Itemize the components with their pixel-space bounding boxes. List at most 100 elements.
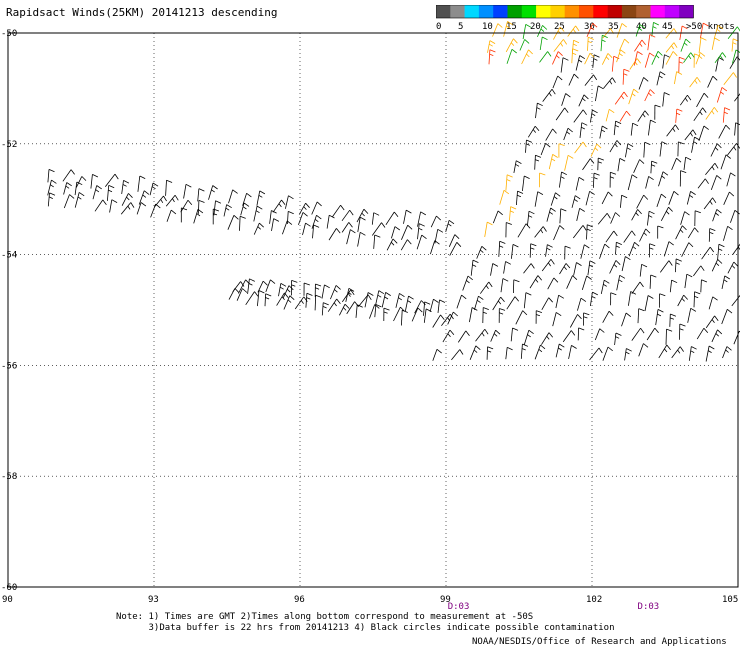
wind-barb-icon: [614, 332, 622, 346]
wind-barb-icon: [520, 343, 529, 359]
wind-barb-icon: [644, 89, 655, 102]
wind-barb-icon: [74, 192, 85, 208]
wind-barb-icon: [276, 292, 289, 306]
wind-barb-icon: [462, 275, 473, 291]
longitude-label: 99: [440, 595, 451, 605]
wind-barb-icon: [227, 215, 239, 230]
wind-barb-icon: [355, 304, 363, 318]
wind-barb-icon: [498, 308, 506, 323]
wind-barb-icon: [242, 192, 252, 206]
wind-barb-icon: [721, 275, 731, 289]
latitude-label: -58: [1, 472, 17, 482]
map-frame: [7, 32, 739, 588]
wind-barb-icon: [579, 122, 588, 138]
wind-barb-icon: [539, 36, 548, 51]
wind-barb-icon: [711, 37, 720, 50]
wind-barb-icon: [561, 93, 571, 106]
wind-barb-icon: [302, 222, 311, 236]
colorbar-outline: [436, 5, 694, 19]
notes: Note: 1) Times are GMT 2)Times along bot…: [116, 612, 615, 634]
colorbar-label: 45: [662, 22, 673, 31]
wind-barb-icon: [701, 246, 715, 260]
wind-barb-icon: [639, 263, 648, 277]
wind-barb-icon: [705, 315, 719, 329]
wind-barb-icon: [486, 346, 494, 360]
colorbar-label: 10: [482, 22, 493, 31]
wind-barb-icon: [659, 141, 668, 157]
colorbar-label: 0: [436, 22, 441, 31]
wind-barb-icon: [490, 329, 501, 342]
wind-barb-icon: [282, 285, 294, 299]
wind-barb-icon: [610, 212, 621, 224]
wind-barb-icon: [733, 330, 740, 345]
wind-barb-icon: [357, 294, 372, 308]
wind-barb-icon: [423, 301, 431, 316]
wind-barb-icon: [527, 125, 540, 138]
wind-barb-icon: [708, 296, 718, 310]
wind-barb-icon: [356, 208, 369, 223]
wind-barb-icon: [708, 228, 716, 242]
wind-barb-icon: [620, 194, 628, 208]
wind-barb-icon: [600, 279, 610, 294]
wind-map[interactable]: 90 93 96 99 102 105-50-52-54-56-58-60D:03 D:03: [0, 0, 740, 610]
colorbar-segment: [679, 5, 694, 18]
wind-barb-icon: [469, 345, 481, 360]
latitude-label: -56: [1, 361, 17, 371]
wind-barb-icon: [247, 278, 255, 294]
wind-barb-icon: [555, 343, 565, 358]
wind-barb-icon: [339, 303, 350, 316]
latitude-label: -60: [1, 583, 17, 593]
wind-barb-icon: [659, 293, 666, 308]
wind-barb-icon: [622, 68, 630, 85]
wind-barb-icon: [687, 227, 699, 239]
wind-barb-icon: [213, 200, 222, 216]
wind-barb-icon: [675, 108, 683, 123]
wind-barb-icon: [197, 188, 205, 202]
wind-barb-icon: [734, 93, 740, 102]
wind-barb-icon: [269, 210, 277, 224]
wind-barb-icon: [659, 260, 673, 273]
wind-barb-icon: [680, 38, 691, 52]
wind-barb-icon: [285, 195, 294, 209]
wind-barb-icon: [228, 288, 240, 300]
wind-barb-icon: [649, 243, 656, 258]
wind-barb-icon: [697, 178, 709, 189]
wind-barb-icon: [573, 109, 587, 123]
wind-barb-icon: [605, 108, 615, 122]
wind-barb-icon: [587, 36, 594, 51]
wind-barb-icon: [405, 295, 414, 312]
wind-barb-icon: [644, 295, 654, 312]
wind-barb-icon: [47, 179, 57, 196]
colorbar-segment: [536, 5, 551, 18]
pass-time-label: D:03: [638, 602, 660, 610]
wind-barb-icon: [730, 209, 740, 223]
wind-barb-icon: [429, 298, 439, 312]
wind-barb-icon: [283, 295, 295, 310]
wind-barb-icon: [555, 294, 565, 309]
wind-barb-icon: [631, 281, 644, 295]
wind-barb-icon: [457, 330, 470, 343]
wind-barb-icon: [578, 94, 589, 107]
wind-barb-icon: [456, 294, 467, 309]
colorbar-segment: [564, 5, 580, 18]
colorbar-segment: [579, 5, 594, 18]
wind-barb-icon: [403, 209, 412, 224]
wind-barb-icon: [611, 55, 620, 72]
wind-barb-icon: [716, 87, 728, 103]
wind-barb-icon: [341, 289, 355, 303]
wind-barb-icon: [698, 37, 707, 53]
wind-barb-icon: [535, 310, 543, 324]
wind-barb-icon: [552, 51, 563, 65]
wind-barb-icon: [373, 234, 381, 249]
wind-barb-icon: [650, 160, 658, 174]
wind-barb-icon: [448, 234, 460, 247]
wind-barb-icon: [550, 192, 561, 206]
wind-barb-icon: [603, 77, 616, 89]
wind-barb-icon: [265, 279, 276, 293]
wind-barb-icon: [492, 296, 505, 311]
wind-barb-icon: [656, 71, 666, 86]
wind-barb-icon: [208, 185, 218, 200]
wind-barb-icon: [121, 180, 130, 195]
wind-barb-icon: [679, 323, 686, 340]
wind-barb-icon: [476, 245, 487, 259]
